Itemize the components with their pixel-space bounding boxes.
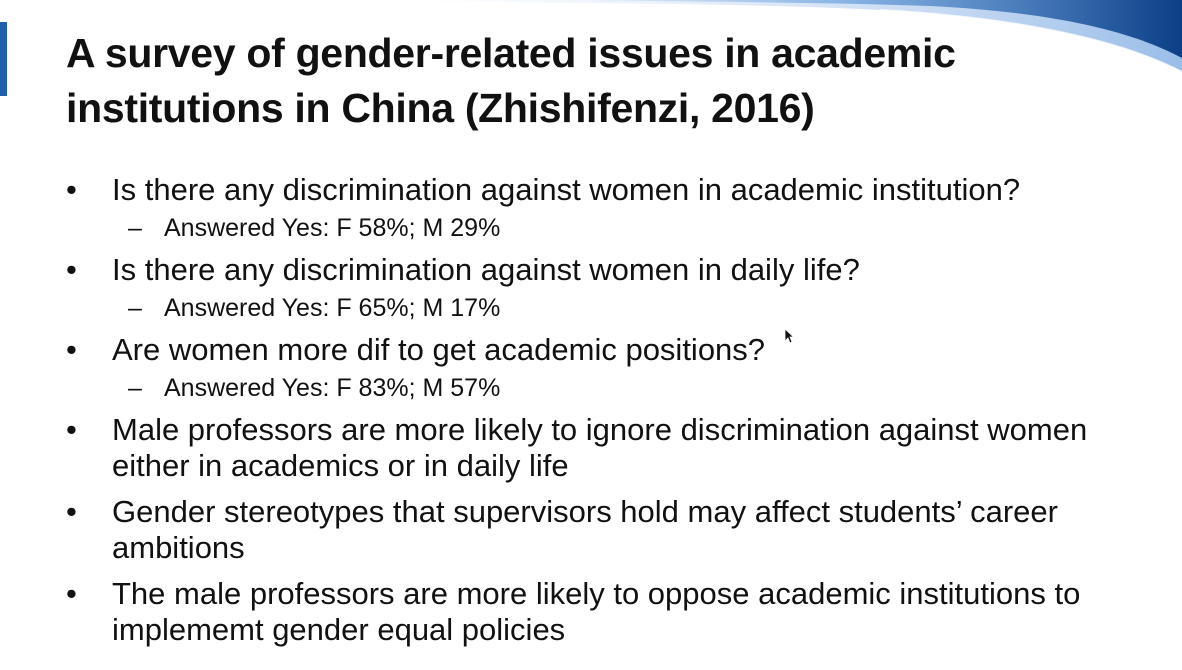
sub-bullet-symbol: – [128,214,142,242]
sub-bullet-item: – Answered Yes: F 58%; M 29% [66,212,1156,244]
bullet-text: Is there any discrimination against wome… [112,172,1021,207]
header-swoosh-decoration [380,0,1182,73]
sub-bullet-item: – Answered Yes: F 65%; M 17% [66,292,1156,324]
bullet-text: Is there any discrimination against wome… [112,252,860,287]
bullet-text: Are women more dif to get academic posit… [112,332,766,367]
bullet-symbol: • [66,172,77,207]
bullet-symbol: • [66,576,77,611]
sub-bullet-symbol: – [128,294,142,322]
sub-bullet-item: – Answered Yes: F 83%; M 57% [66,372,1156,404]
bullet-item: • Male professors are more likely to ign… [66,412,1156,484]
bullet-item: • Are women more dif to get academic pos… [66,332,1156,368]
bullet-item: • Gender stereotypes that supervisors ho… [66,494,1156,566]
bullet-symbol: • [66,252,77,287]
bullet-text: The male professors are more likely to o… [112,576,1081,647]
bullet-item: • The male professors are more likely to… [66,576,1156,648]
sub-bullet-text: Answered Yes: F 83%; M 57% [164,374,501,402]
bullet-item: • Is there any discrimination against wo… [66,252,1156,288]
title-accent-bar [0,22,7,96]
bullet-text: Gender stereotypes that supervisors hold… [112,494,1058,565]
mouse-pointer-icon [784,328,794,344]
sub-bullet-text: Answered Yes: F 65%; M 17% [164,294,501,322]
bullet-symbol: • [66,332,77,367]
bullet-symbol: • [66,412,77,447]
bullet-list: • Is there any discrimination against wo… [66,172,1156,648]
sub-bullet-symbol: – [128,374,142,402]
bullet-item: • Is there any discrimination against wo… [66,172,1156,208]
sub-bullet-text: Answered Yes: F 58%; M 29% [164,214,501,242]
bullet-text: Male professors are more likely to ignor… [112,412,1088,483]
slide-title: A survey of gender-related issues in aca… [66,30,956,131]
bullet-symbol: • [66,494,77,529]
